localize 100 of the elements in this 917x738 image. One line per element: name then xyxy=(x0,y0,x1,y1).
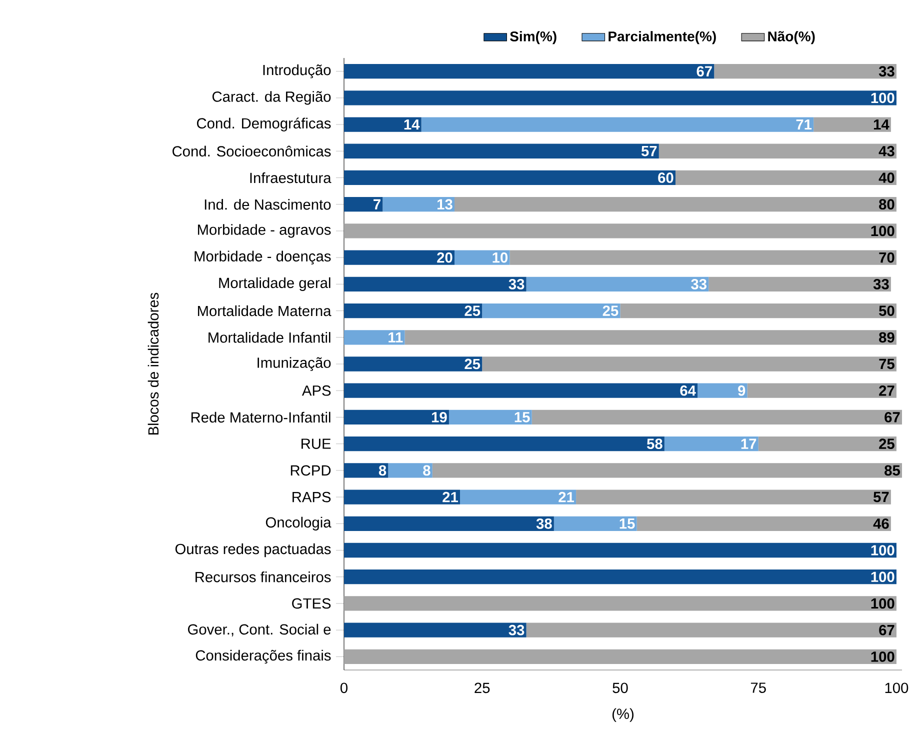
data-label: 100 xyxy=(871,92,894,104)
data-label: 15 xyxy=(514,412,530,422)
bar xyxy=(344,356,482,372)
bar xyxy=(482,303,620,318)
bar xyxy=(636,516,891,531)
bar xyxy=(708,276,891,292)
bar xyxy=(432,463,902,478)
y-tick-label: Considerações finais xyxy=(196,650,331,664)
bar xyxy=(658,144,896,158)
data-label: 33 xyxy=(691,278,707,290)
y-tick-label: Imunização xyxy=(258,357,331,371)
data-label: 15 xyxy=(620,518,635,529)
y-axis-title: Blocos de indicadores xyxy=(148,292,159,435)
y-tick-label: Morbidade - agravos xyxy=(198,224,331,238)
data-label: 58 xyxy=(646,438,662,450)
x-tick-label: 50 xyxy=(612,682,628,694)
data-label: 67 xyxy=(696,66,712,76)
data-label: 33 xyxy=(878,66,894,76)
data-label: 8 xyxy=(423,465,430,476)
y-tick-label: Rede Materno-Infantil xyxy=(191,412,330,423)
y-tick-label: Recursos financeiros xyxy=(196,571,331,582)
bar xyxy=(698,383,748,398)
data-label: 71 xyxy=(796,119,812,130)
data-label: 70 xyxy=(879,252,894,263)
bar xyxy=(344,596,896,611)
bar xyxy=(344,542,896,558)
y-tick-label: RCPD xyxy=(290,465,331,476)
data-label: 33 xyxy=(508,278,524,290)
data-label: 8 xyxy=(378,465,386,476)
data-label: 13 xyxy=(438,199,452,210)
data-label: 50 xyxy=(879,306,894,316)
data-label: 25 xyxy=(879,438,894,450)
bar xyxy=(526,276,709,292)
legend-label: Sim(%) xyxy=(510,31,556,44)
data-label: 80 xyxy=(879,199,894,210)
data-label: 40 xyxy=(878,172,894,183)
data-label: 100 xyxy=(871,226,894,236)
bar xyxy=(344,170,676,186)
data-label: 100 xyxy=(871,598,894,609)
bar xyxy=(421,117,814,132)
bar xyxy=(344,649,896,664)
bar xyxy=(482,356,896,372)
bar xyxy=(404,330,896,345)
bar xyxy=(382,197,454,212)
y-tick-label: Introdução xyxy=(263,64,331,78)
data-label: 25 xyxy=(602,306,618,316)
bar xyxy=(620,303,896,318)
data-label: 25 xyxy=(464,358,480,370)
bar xyxy=(758,436,896,452)
data-label: 67 xyxy=(884,412,900,422)
data-label: 27 xyxy=(879,385,894,396)
data-label: 100 xyxy=(871,652,894,662)
bar xyxy=(747,383,896,398)
y-tick-label: Morbidade - doenças xyxy=(194,250,331,264)
data-label: 89 xyxy=(879,332,894,343)
data-label: 9 xyxy=(738,385,746,396)
bar xyxy=(714,64,896,79)
y-tick-label: Mortalidade Materna xyxy=(198,305,332,316)
data-label: 7 xyxy=(374,199,380,210)
bar xyxy=(454,197,896,212)
data-label: 100 xyxy=(871,545,894,556)
bar xyxy=(344,330,405,345)
bar xyxy=(576,490,891,504)
y-tick-label: GTES xyxy=(292,598,331,609)
data-label: 75 xyxy=(879,358,894,370)
y-tick-label: Mortalidade geral xyxy=(219,277,330,291)
data-label: 33 xyxy=(508,624,524,636)
bar xyxy=(344,117,422,132)
data-label: 14 xyxy=(404,119,420,130)
data-label: 11 xyxy=(388,332,403,342)
bar xyxy=(344,436,664,452)
data-label: 21 xyxy=(558,492,574,502)
data-label: 57 xyxy=(641,146,657,156)
y-tick-label: APS xyxy=(302,385,331,396)
y-tick-label: Outras redes pactuadas xyxy=(175,543,331,558)
data-label: 60 xyxy=(658,172,674,183)
legend-label: Parcialmente(%) xyxy=(608,31,716,44)
bar xyxy=(460,490,576,504)
bar xyxy=(344,463,388,478)
data-label: 85 xyxy=(884,465,900,476)
y-tick-label: Oncologia xyxy=(266,516,332,530)
data-label: 20 xyxy=(437,252,452,263)
bar xyxy=(344,276,526,292)
data-label: 64 xyxy=(680,385,696,396)
bar xyxy=(532,410,902,425)
bar xyxy=(344,490,460,504)
y-tick-label: Mortalidade Infantil xyxy=(208,332,330,343)
bar xyxy=(448,410,532,425)
bar xyxy=(344,383,698,398)
bar xyxy=(344,197,383,212)
bar xyxy=(344,250,454,265)
bar xyxy=(344,570,896,584)
data-label: 100 xyxy=(871,572,894,582)
bar xyxy=(344,622,526,638)
data-label: 67 xyxy=(879,624,894,636)
x-tick-label: 75 xyxy=(750,682,766,693)
data-label: 25 xyxy=(464,306,480,316)
bar xyxy=(344,224,896,238)
data-label: 10 xyxy=(492,252,508,263)
bar xyxy=(344,303,482,318)
